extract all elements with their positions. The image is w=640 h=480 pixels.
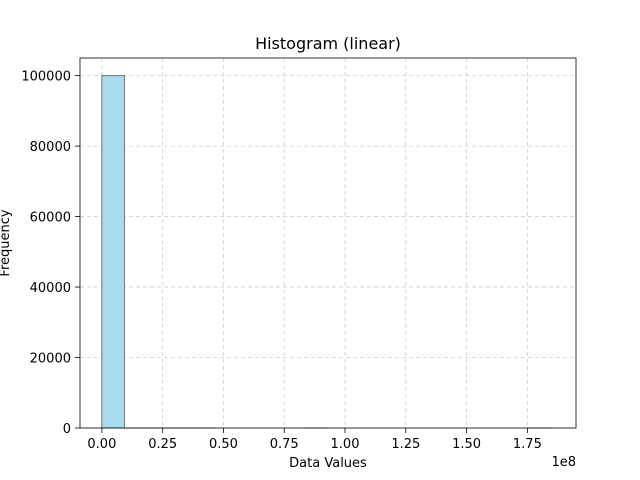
chart-title: Histogram (linear) — [255, 34, 401, 53]
x-tick-label: 0.25 — [148, 437, 177, 452]
x-axis-offset-label: 1e8 — [551, 455, 576, 470]
y-tick-label: 60000 — [30, 211, 71, 226]
x-tick-label: 0.50 — [209, 437, 238, 452]
grid-layer — [80, 58, 576, 429]
y-tick-label: 80000 — [30, 140, 71, 155]
y-tick-label: 40000 — [30, 281, 71, 296]
x-tick-label: 0.00 — [87, 437, 116, 452]
y-tick-label: 100000 — [21, 70, 71, 85]
plot-frame — [79, 57, 577, 429]
x-tick-label: 1.25 — [391, 437, 420, 452]
x-tick-label: 1.75 — [513, 437, 542, 452]
bars-layer — [101, 75, 553, 429]
y-tick-label: 20000 — [30, 352, 71, 367]
x-tick-label: 1.50 — [452, 437, 481, 452]
x-axis-label: Data Values — [289, 456, 367, 471]
ticks-layer: 0.00 0.25 0.50 0.75 1.00 1.25 1.50 1.75 0 20000 40… — [21, 70, 541, 452]
y-tick-label: 0 — [63, 422, 71, 437]
x-tick-label: 1.00 — [331, 437, 360, 452]
histogram-bar — [101, 75, 125, 429]
x-tick-label: 0.75 — [270, 437, 299, 452]
y-axis-label: Frequency — [0, 209, 13, 276]
